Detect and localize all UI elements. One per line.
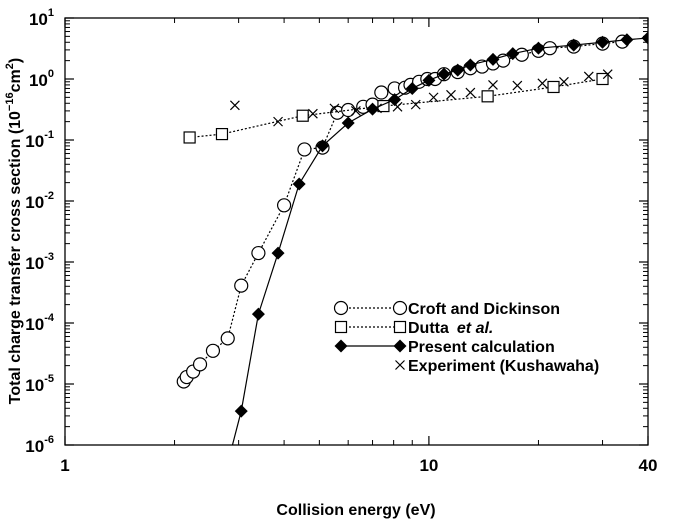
y-tick-labels: 10-6 10-5 10-4 10-3 10-2 10-1 100 101 bbox=[25, 7, 55, 456]
series-3-point bbox=[463, 58, 477, 72]
legend-item-1-label: Croft and Dickinson bbox=[408, 301, 560, 318]
legend-item-1-marker bbox=[392, 300, 408, 316]
plot-frame bbox=[64, 17, 649, 446]
series-1-point bbox=[374, 85, 389, 100]
legend-item-3-marker bbox=[393, 339, 407, 353]
x-tick-label: 1 bbox=[60, 456, 69, 475]
y-tick-label: 10-5 bbox=[25, 373, 54, 395]
series-4-point bbox=[350, 105, 361, 116]
series-2-point bbox=[183, 131, 196, 144]
series-3-point bbox=[486, 52, 500, 66]
legend-item-3-marker bbox=[334, 339, 348, 353]
major-ticks bbox=[64, 17, 649, 446]
series-2-point bbox=[377, 99, 390, 113]
series-1-point bbox=[220, 331, 235, 346]
series-2-point bbox=[596, 72, 609, 86]
x-tick-label: 40 bbox=[639, 456, 658, 475]
series-3-point bbox=[620, 33, 634, 47]
series-3-point bbox=[292, 177, 306, 191]
legend-item-2-marker bbox=[334, 320, 348, 334]
y-axis-label-exponent: −16 bbox=[4, 92, 16, 111]
series-4-point bbox=[307, 108, 318, 119]
series-3-point bbox=[405, 81, 419, 95]
series-3-point bbox=[422, 73, 436, 87]
series-3-point bbox=[271, 246, 285, 260]
y-tick-label: 10-2 bbox=[25, 190, 54, 212]
series-3-point bbox=[641, 31, 648, 45]
y-axis-label-close: ) bbox=[7, 58, 24, 63]
series-2-point bbox=[481, 90, 494, 103]
series-3-point bbox=[341, 116, 355, 130]
series-2-point bbox=[215, 127, 229, 141]
series-4-point bbox=[512, 80, 523, 91]
legend-item-4-label: Experiment (Kushawaha) bbox=[408, 358, 599, 375]
y-tick-label: 10-1 bbox=[25, 129, 54, 151]
series-1-point bbox=[205, 343, 221, 358]
series-3-point bbox=[315, 139, 329, 153]
series-4-point bbox=[465, 87, 476, 98]
series-3-point bbox=[451, 63, 465, 77]
series-3-point bbox=[506, 47, 520, 61]
series-4-point bbox=[559, 76, 569, 87]
series-4-point bbox=[537, 78, 548, 89]
y-tick-label: 10-6 bbox=[25, 434, 54, 456]
series-4-point bbox=[229, 100, 240, 111]
y-tick-label: 10-3 bbox=[25, 251, 54, 273]
legend-item-4-marker bbox=[395, 360, 405, 370]
series-3-point bbox=[596, 35, 610, 49]
series-2-point bbox=[296, 109, 309, 122]
series-layer bbox=[176, 31, 648, 470]
legend-item-2-marker bbox=[393, 320, 407, 334]
series-4-point bbox=[329, 103, 340, 114]
series-4-point bbox=[446, 89, 456, 100]
legend-item-3-label: Present calculation bbox=[408, 339, 555, 356]
y-tick-label: 100 bbox=[29, 68, 54, 90]
series-4-point bbox=[488, 79, 498, 90]
series-1-point bbox=[251, 245, 266, 261]
series-3-point bbox=[388, 93, 402, 107]
series-3-point bbox=[234, 404, 248, 418]
series-4-point bbox=[410, 99, 421, 110]
series-1-point bbox=[542, 41, 557, 56]
y-axis-label: Total charge transfer cross section (10−… bbox=[4, 58, 24, 404]
legend: Croft and Dickinson Dutta et al. Present ca… bbox=[333, 300, 599, 375]
legend-item-2-label: Dutta et al. bbox=[408, 320, 493, 337]
series-1-point bbox=[192, 357, 208, 372]
series-3-point bbox=[251, 307, 265, 321]
series-3-point bbox=[567, 38, 581, 52]
series-3-point bbox=[366, 102, 380, 116]
series-3-point bbox=[221, 457, 234, 470]
x-tick-labels: 1 10 40 bbox=[60, 456, 657, 475]
series-4-point bbox=[273, 116, 283, 127]
x-axis-label: Collision energy (eV) bbox=[276, 502, 435, 519]
y-axis-label-unit-exponent: 2 bbox=[4, 63, 16, 69]
series-1-point bbox=[297, 142, 312, 157]
legend-item-1-marker bbox=[333, 300, 349, 316]
series-3-point bbox=[531, 41, 545, 55]
series-3-point bbox=[437, 67, 451, 81]
x-tick-label: 10 bbox=[419, 456, 438, 475]
series-4-point bbox=[583, 71, 594, 82]
series-4-point bbox=[372, 103, 382, 114]
series-4-point bbox=[428, 92, 439, 103]
y-axis-label-main: Total charge transfer cross section (10 bbox=[7, 111, 24, 404]
series-1-point bbox=[234, 278, 249, 293]
minor-ticks bbox=[65, 18, 648, 445]
series-2-point bbox=[547, 80, 560, 94]
series-1-point bbox=[276, 198, 292, 213]
y-tick-label: 101 bbox=[29, 7, 54, 29]
y-tick-label: 10-4 bbox=[25, 312, 55, 334]
series-4-point bbox=[602, 69, 613, 80]
y-axis-label-unit: cm bbox=[7, 69, 24, 92]
series-4-point bbox=[392, 101, 403, 112]
